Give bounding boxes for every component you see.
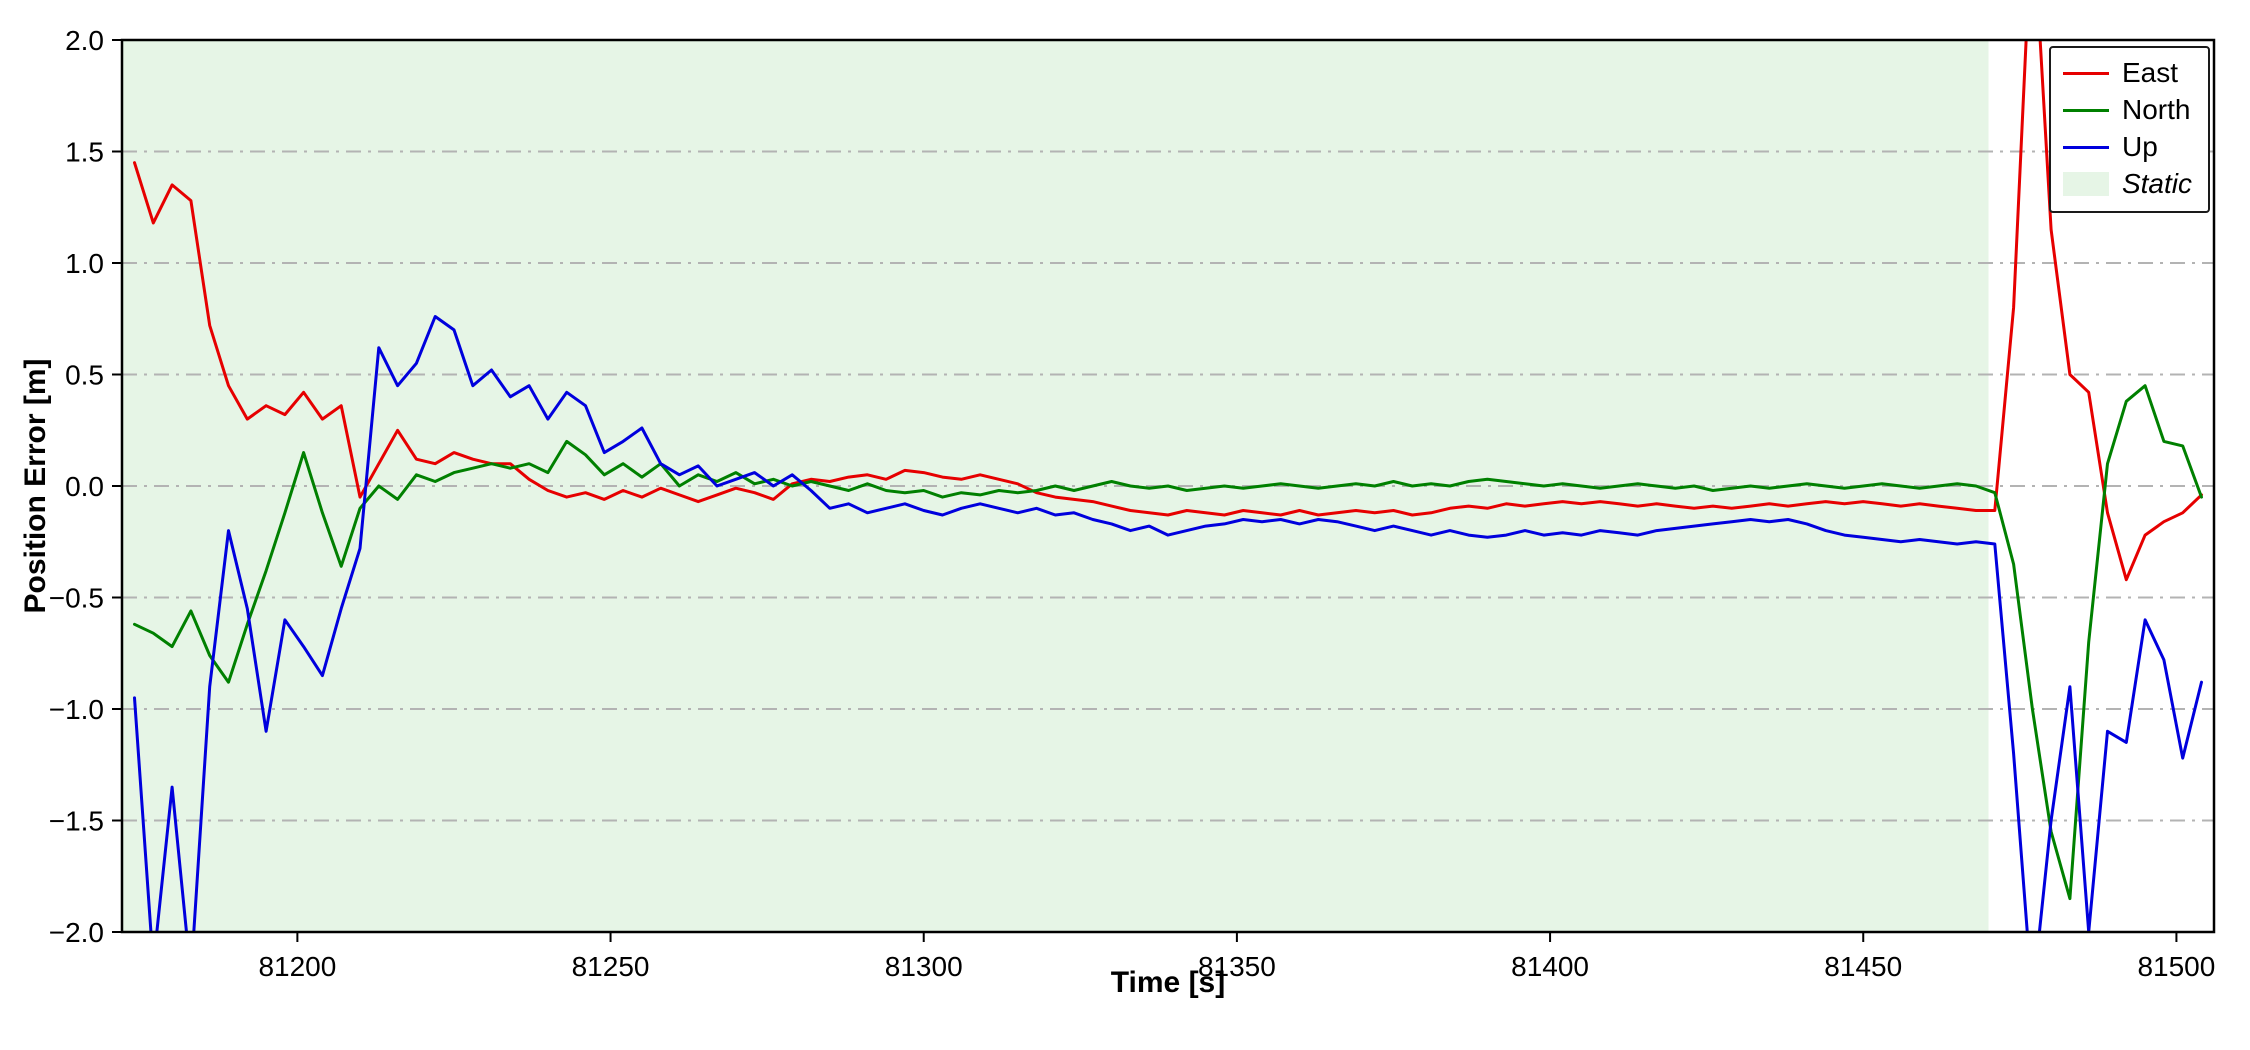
x-tick-label: 81200 — [258, 951, 336, 982]
x-axis-label: Time [s] — [1110, 966, 1226, 999]
legend-line-swatch-north — [2062, 108, 2109, 112]
legend-label: Static — [2121, 168, 2192, 199]
x-tick-label: 81450 — [1824, 951, 1902, 982]
series-line-north — [133, 384, 2203, 901]
y-tick-label: 2.0 — [65, 25, 104, 56]
y-tick-label: −2.0 — [49, 917, 104, 948]
legend-label: East — [2121, 57, 2178, 88]
legend-item-static: Static — [2062, 168, 2192, 199]
x-tick-label: 81500 — [2137, 951, 2215, 982]
legend-line-swatch-up — [2062, 145, 2109, 149]
legend-item-east: East — [2062, 57, 2192, 88]
series-line-east — [133, 40, 2203, 582]
legend: East North Up Static — [2048, 46, 2210, 213]
x-tick-label: 81400 — [1511, 951, 1589, 982]
y-tick-label: 1.5 — [65, 137, 104, 168]
y-tick-label: −1.5 — [49, 806, 104, 837]
legend-item-up: Up — [2062, 131, 2192, 162]
legend-item-north: North — [2062, 94, 2192, 125]
legend-line-swatch-east — [2062, 71, 2109, 75]
y-tick-label: −0.5 — [49, 583, 104, 614]
y-tick-label: 0.0 — [65, 471, 104, 502]
x-tick-label: 81300 — [885, 951, 963, 982]
y-tick-label: 0.5 — [65, 360, 104, 391]
series-line-up — [133, 315, 2203, 932]
x-tick-label: 81350 — [1198, 951, 1276, 982]
y-tick-label: 1.0 — [65, 248, 104, 279]
legend-label: North — [2121, 94, 2191, 125]
y-axis-label: Position Error [m] — [19, 358, 52, 614]
x-tick-label: 81250 — [572, 951, 650, 982]
legend-label: Up — [2121, 131, 2158, 162]
y-tick-label: −1.0 — [49, 694, 104, 725]
legend-patch-swatch-static — [2062, 172, 2109, 196]
